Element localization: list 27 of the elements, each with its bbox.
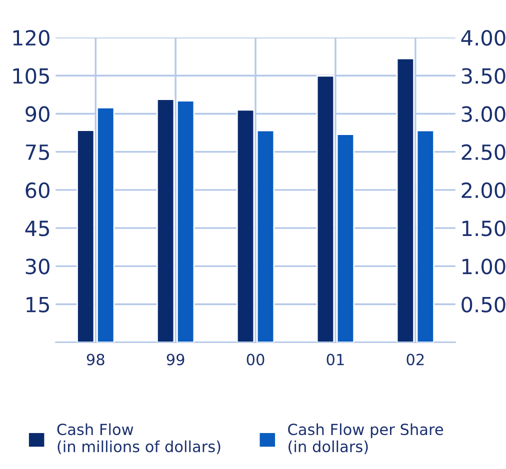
bar bbox=[156, 98, 175, 342]
x-tick-label: 02 bbox=[406, 354, 424, 366]
y-tick-label: 75 bbox=[26, 144, 49, 160]
bar bbox=[76, 130, 95, 342]
x-tick-label: 99 bbox=[166, 354, 184, 366]
y2-tick-label: 0.50 bbox=[462, 296, 506, 312]
y-tick-label: 30 bbox=[26, 258, 50, 274]
bar bbox=[416, 130, 435, 342]
y2-tick-label: 2.50 bbox=[462, 144, 506, 160]
legend-label: Cash Flow per Share (in dollars) bbox=[288, 423, 444, 454]
y-tick-label: 120 bbox=[13, 30, 50, 46]
y2-tick-label: 2.00 bbox=[462, 182, 506, 198]
y-tick-label: 90 bbox=[26, 106, 50, 122]
x-tick-label: 00 bbox=[246, 354, 264, 366]
y2-tick-label: 4.00 bbox=[461, 30, 506, 46]
y2-tick-label: 3.00 bbox=[462, 106, 506, 122]
y-tick-label: 60 bbox=[26, 182, 50, 198]
bar bbox=[96, 106, 115, 342]
y2-tick-label: 1.00 bbox=[462, 258, 506, 274]
y2-tick-label: 1.50 bbox=[462, 220, 506, 236]
y-tick-label: 105 bbox=[13, 68, 49, 84]
x-tick-label: 98 bbox=[86, 354, 104, 366]
y-tick-label: 15 bbox=[26, 296, 49, 312]
y-tick-label: 45 bbox=[25, 220, 49, 236]
x-tick-label: 01 bbox=[326, 354, 344, 366]
y2-tick-label: 3.50 bbox=[462, 68, 506, 84]
legend-label: Cash Flow (in millions of dollars) bbox=[57, 423, 220, 454]
